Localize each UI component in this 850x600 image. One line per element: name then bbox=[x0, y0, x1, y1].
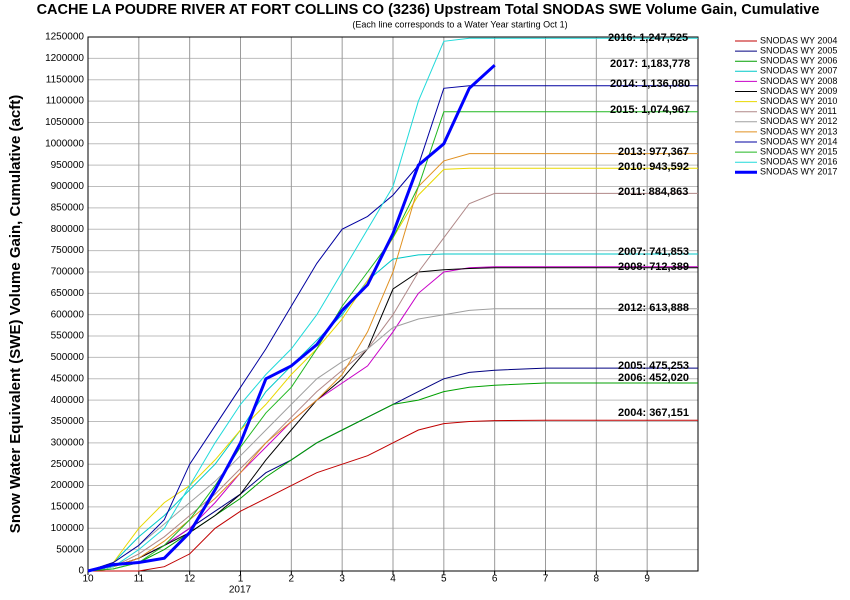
x-tick-label: 5 bbox=[441, 574, 447, 585]
y-tick-label: 900000 bbox=[51, 181, 85, 192]
y-tick-label: 100000 bbox=[51, 523, 85, 534]
series-line bbox=[87, 382, 698, 572]
legend-label: SNODAS WY 2011 bbox=[760, 106, 837, 116]
annotation: 2015: 1,074,967 bbox=[610, 104, 690, 116]
series-line bbox=[87, 267, 698, 572]
annotation: 2017: 1,183,778 bbox=[610, 58, 690, 70]
x-annotation: 2017 bbox=[229, 585, 252, 596]
series-line bbox=[87, 64, 496, 573]
x-tick-label: 11 bbox=[134, 574, 145, 585]
legend-label: SNODAS WY 2010 bbox=[760, 96, 837, 106]
annotation: 2008: 712,389 bbox=[618, 261, 689, 273]
series-line bbox=[87, 266, 698, 572]
annotation: 2005: 475,253 bbox=[618, 360, 689, 372]
y-tick-label: 500000 bbox=[51, 352, 85, 363]
legend-label: SNODAS WY 2006 bbox=[760, 56, 837, 66]
y-tick-label: 50000 bbox=[56, 544, 84, 555]
y-tick-label: 300000 bbox=[51, 437, 85, 448]
chart-subtitle: (Each line corresponds to a Water Year s… bbox=[352, 19, 567, 29]
y-tick-label: 850000 bbox=[51, 203, 85, 214]
series-line bbox=[87, 153, 698, 572]
y-tick-label: 150000 bbox=[51, 502, 85, 513]
x-tick-label: 3 bbox=[339, 574, 345, 585]
legend-label: SNODAS WY 2005 bbox=[760, 45, 837, 55]
y-tick-label: 1100000 bbox=[46, 96, 85, 107]
chart-title: CACHE LA POUDRE RIVER AT FORT COLLINS CO… bbox=[37, 2, 820, 18]
series-line bbox=[88, 419, 698, 572]
y-tick-label: 450000 bbox=[51, 373, 85, 384]
y-tick-label: 350000 bbox=[51, 416, 85, 427]
y-tick-label: 200000 bbox=[51, 480, 85, 491]
series-line bbox=[87, 37, 698, 572]
y-tick-label: 0 bbox=[78, 566, 84, 577]
legend-label: SNODAS WY 2012 bbox=[760, 116, 837, 126]
annotation: 2006: 452,020 bbox=[618, 372, 689, 384]
annotation: 2013: 977,367 bbox=[618, 146, 689, 158]
y-tick-label: 400000 bbox=[51, 395, 85, 406]
series-line bbox=[87, 253, 698, 572]
legend-label: SNODAS WY 2009 bbox=[760, 86, 837, 96]
legend-label: SNODAS WY 2007 bbox=[760, 66, 837, 76]
series-line bbox=[87, 85, 698, 572]
series-line bbox=[87, 308, 698, 572]
x-tick-label: 6 bbox=[492, 574, 498, 585]
x-tick-label: 7 bbox=[543, 574, 549, 585]
y-tick-label: 600000 bbox=[51, 309, 85, 320]
y-tick-label: 550000 bbox=[51, 331, 85, 342]
legend-label: SNODAS WY 2008 bbox=[760, 76, 837, 86]
x-tick-label: 1 bbox=[238, 574, 244, 585]
x-tick-label: 10 bbox=[82, 574, 94, 585]
y-tick-label: 700000 bbox=[51, 267, 85, 278]
y-tick-label: 1050000 bbox=[45, 117, 84, 128]
y-tick-label: 650000 bbox=[51, 288, 85, 299]
x-tick-label: 8 bbox=[594, 574, 600, 585]
plot-border bbox=[87, 36, 699, 572]
y-tick-label: 1000000 bbox=[45, 138, 84, 149]
y-tick-label: 800000 bbox=[51, 224, 85, 235]
legend-label: SNODAS WY 2014 bbox=[760, 136, 837, 146]
y-tick-label: 1200000 bbox=[45, 53, 84, 64]
annotation: 2014: 1,136,080 bbox=[610, 78, 690, 90]
annotation: 2010: 943,592 bbox=[618, 161, 689, 173]
series-line bbox=[87, 192, 698, 572]
annotation: 2011: 884,863 bbox=[618, 186, 688, 198]
series-line bbox=[87, 167, 698, 572]
y-tick-label: 1150000 bbox=[46, 74, 85, 85]
x-tick-label: 9 bbox=[644, 574, 650, 585]
y-tick-label: 1250000 bbox=[45, 32, 84, 43]
legend-label: SNODAS WY 2016 bbox=[760, 157, 837, 167]
y-tick-label: 950000 bbox=[51, 160, 85, 171]
annotation: 2012: 613,888 bbox=[618, 302, 689, 314]
x-tick-label: 4 bbox=[390, 574, 396, 585]
legend-label: SNODAS WY 2017 bbox=[760, 167, 837, 177]
legend-label: SNODAS WY 2013 bbox=[760, 126, 837, 136]
legend-label: SNODAS WY 2004 bbox=[760, 35, 837, 45]
y-axis-label: Snow Water Equivalent (SWE) Volume Gain,… bbox=[7, 95, 24, 533]
series-line bbox=[87, 111, 698, 572]
annotation: 2007: 741,853 bbox=[618, 246, 689, 258]
legend-label: SNODAS WY 2015 bbox=[760, 146, 837, 156]
x-tick-label: 2 bbox=[289, 574, 295, 585]
x-tick-label: 12 bbox=[184, 574, 196, 585]
annotation: 2016: 1,247,525 bbox=[608, 32, 688, 44]
annotation: 2004: 367,151 bbox=[618, 407, 689, 419]
y-tick-label: 750000 bbox=[51, 245, 85, 256]
y-tick-label: 250000 bbox=[51, 459, 85, 470]
